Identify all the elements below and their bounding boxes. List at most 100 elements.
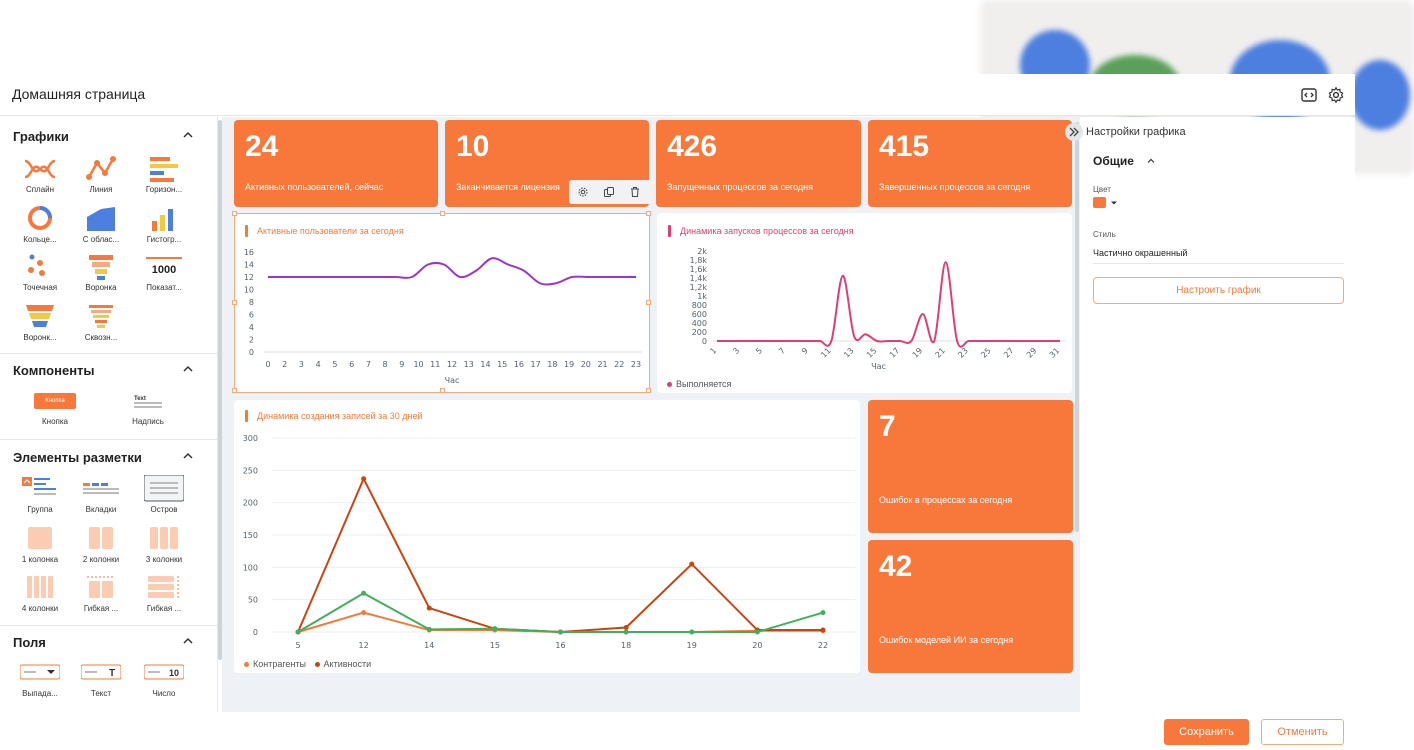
title-accent [245, 410, 248, 422]
chevron-up-icon[interactable] [182, 635, 194, 647]
palette-item-label[interactable]: Text Надпись [116, 393, 180, 441]
palette-item-horizontal-bar[interactable]: Горизон... [132, 155, 196, 203]
chevron-up-icon[interactable] [1146, 156, 1156, 166]
collapse-panel-button[interactable] [1065, 123, 1083, 141]
x-tick-label: 20 [752, 641, 762, 650]
palette-item-2-columns[interactable]: 2 колонки [69, 525, 133, 573]
legend-item[interactable]: Выполняется [667, 379, 731, 389]
settings-icon[interactable] [577, 186, 589, 198]
kpi-card[interactable]: 415 Завершенных процессов за сегодня [868, 120, 1072, 207]
palette-item-island[interactable]: Остров [132, 475, 196, 523]
chevron-up-icon[interactable] [182, 450, 194, 462]
palette-item-histogram[interactable]: Гистогр... [132, 205, 196, 253]
x-tick-label: 6 [349, 360, 354, 369]
resize-handle[interactable] [232, 388, 237, 393]
x-tick-label: 15 [490, 641, 500, 650]
palette-item-indicator[interactable]: 1000 Показат... [132, 253, 196, 301]
palette-item-scatter[interactable]: Точечная [8, 253, 72, 301]
legend-item[interactable]: Контрагенты [244, 659, 306, 669]
palette-item-flex-2[interactable]: Гибкая ... [132, 574, 196, 622]
palette-item-area[interactable]: С облас... [69, 205, 133, 253]
series-line [716, 261, 1060, 348]
histogram-icon [152, 209, 173, 231]
kpi-card[interactable]: 42 Ошибок моделей ИИ за сегодня [868, 540, 1073, 673]
svg-text:Text: Text [134, 396, 146, 402]
kpi-card[interactable]: 24 Активных пользователей, сейчас [234, 120, 438, 207]
components-section-header[interactable]: Компоненты [0, 359, 217, 383]
section-title: Графики [13, 129, 69, 144]
charts-section-header[interactable]: Графики [0, 125, 217, 149]
title-accent [668, 225, 671, 237]
flex-layout-icon [87, 576, 115, 598]
panel-title: Настройки графика [1086, 126, 1186, 138]
color-picker[interactable] [1093, 197, 1106, 208]
kpi-value: 7 [879, 410, 896, 443]
resize-handle[interactable] [440, 211, 445, 216]
code-view-icon[interactable] [1300, 86, 1318, 104]
resize-handle[interactable] [646, 388, 651, 393]
y-tick-label: 2 [249, 336, 254, 345]
kpi-card[interactable]: 426 Запущенных процессов за сегодня [656, 120, 861, 207]
y-tick-label: 1,8k [690, 256, 708, 265]
resize-handle[interactable] [232, 211, 237, 216]
palette-item-button[interactable]: Кнопка Кнопка [23, 393, 87, 441]
palette-item-3-columns[interactable]: 3 колонки [132, 525, 196, 573]
resize-handle[interactable] [646, 300, 651, 305]
x-tick-label: 22 [614, 360, 624, 369]
save-button[interactable]: Сохранить [1164, 719, 1249, 745]
palette-item-text[interactable]: T Текст [69, 663, 133, 711]
x-tick-label: 5 [754, 346, 764, 356]
gear-icon[interactable] [1327, 86, 1345, 104]
chart-title: Активные пользователи за сегодня [257, 226, 404, 236]
resize-handle[interactable] [232, 300, 237, 305]
svg-text:1000: 1000 [152, 264, 176, 276]
chevron-up-icon[interactable] [182, 363, 194, 375]
copy-icon[interactable] [603, 186, 615, 198]
y-tick-label: 14 [244, 261, 254, 270]
palette-item-group[interactable]: Группа [8, 475, 72, 523]
palette-item-tabs[interactable]: Вкладки [69, 475, 133, 523]
color-label: Цвет [1093, 185, 1111, 194]
resize-handle[interactable] [440, 388, 445, 393]
palette-item-line[interactable]: Линия [69, 155, 133, 203]
chart-card-records[interactable]: Динамика создания записей за 30 дней 0 50… [234, 400, 860, 673]
kpi-card[interactable]: 7 Ошибок в процессах за сегодня [868, 400, 1073, 533]
palette-item-1-column[interactable]: 1 колонка [8, 525, 72, 573]
x-tick-label: 17 [888, 346, 902, 360]
data-point [492, 626, 498, 632]
palette-item-funnel-2[interactable]: Воронк... [8, 303, 72, 351]
resize-handle[interactable] [646, 211, 651, 216]
chart-card-active-users[interactable]: Активные пользователи за сегодня 0 2 4 6 8 10… [234, 213, 650, 393]
palette-item-funnel[interactable]: Воронка [69, 253, 133, 301]
style-label: Стиль [1093, 230, 1116, 239]
palette-item-dropdown[interactable]: Выпада... [8, 663, 72, 711]
legend-item[interactable]: Активности [314, 659, 371, 669]
fields-section-header[interactable]: Поля [0, 631, 217, 655]
caret-down-icon[interactable] [1110, 199, 1118, 207]
configure-chart-button[interactable]: Настроить график [1093, 277, 1344, 304]
button-preview: Кнопка [34, 393, 76, 409]
data-point [295, 629, 301, 635]
palette-item-through[interactable]: Сквозн... [69, 303, 133, 351]
chevron-up-icon[interactable] [182, 129, 194, 141]
style-select[interactable]: Частично окрашенный [1093, 248, 1344, 264]
cancel-button[interactable]: Отменить [1261, 719, 1344, 745]
canvas-scrollbar[interactable] [1075, 122, 1079, 532]
x-tick-label: 13 [464, 360, 474, 369]
page-title: Домашняя страница [12, 86, 146, 102]
palette-scrollbar[interactable] [218, 120, 222, 660]
palette-item-donut[interactable]: Кольце... [8, 205, 72, 253]
x-tick-label: 29 [1025, 346, 1039, 360]
palette-item-spline[interactable]: Сплайн [8, 155, 72, 203]
widget-palette: Графики Сплайн Линия Горизон... Кольце..… [0, 117, 218, 712]
palette-item-4-columns[interactable]: 4 колонки [8, 574, 72, 622]
palette-item-number[interactable]: 10 Число [132, 663, 196, 711]
series-line [297, 476, 823, 634]
palette-item-flex-1[interactable]: Гибкая ... [69, 574, 133, 622]
kpi-card[interactable]: 10 Заканчивается лицензия [445, 120, 651, 207]
divider [0, 625, 217, 626]
chart-card-process-launches[interactable]: Динамика запусков процессов за сегодня 0… [657, 213, 1072, 393]
layout-section-header[interactable]: Элементы разметки [0, 446, 217, 470]
island-icon [144, 475, 184, 502]
trash-icon[interactable] [629, 186, 641, 198]
